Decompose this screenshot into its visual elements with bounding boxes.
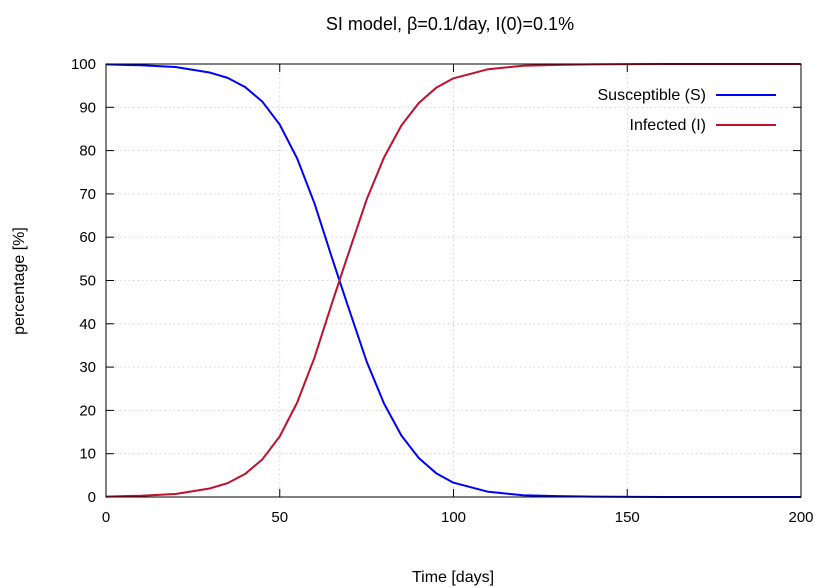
y-tick-label: 30	[79, 359, 96, 376]
y-tick-label: 90	[79, 99, 96, 116]
series-line-infected	[105, 63, 801, 498]
axis-ticks: 0 10 20 30 40 50 60 70 80 90 100 0 50 100 150 200	[71, 56, 814, 526]
x-tick-label: 150	[615, 509, 640, 526]
legend-label-infected: Infected (I)	[630, 117, 706, 134]
y-axis-title: percentage [%]	[11, 227, 28, 335]
x-tick-label: 0	[102, 509, 110, 526]
legend: Susceptible (S) Infected (I)	[598, 87, 776, 134]
y-tick-label: 10	[79, 446, 96, 463]
y-tick-label: 20	[79, 402, 96, 419]
x-tick-label: 200	[788, 509, 813, 526]
y-tick-label: 50	[79, 273, 96, 290]
chart-title: SI model, β=0.1/day, I(0)=0.1%	[326, 14, 574, 34]
y-tick-label: 80	[79, 143, 96, 160]
x-tick-label: 100	[441, 509, 466, 526]
series-line-susceptible	[105, 63, 801, 498]
x-axis-title: Time [days]	[412, 569, 494, 586]
y-tick-label: 60	[79, 229, 96, 246]
series-lines	[105, 63, 801, 498]
y-tick-label: 70	[79, 186, 96, 203]
grid-lines	[106, 64, 801, 497]
y-tick-label: 100	[71, 56, 96, 73]
legend-label-susceptible: Susceptible (S)	[598, 87, 707, 104]
y-tick-label: 0	[88, 489, 96, 506]
x-tick-label: 50	[271, 509, 288, 526]
y-tick-label: 40	[79, 316, 96, 333]
